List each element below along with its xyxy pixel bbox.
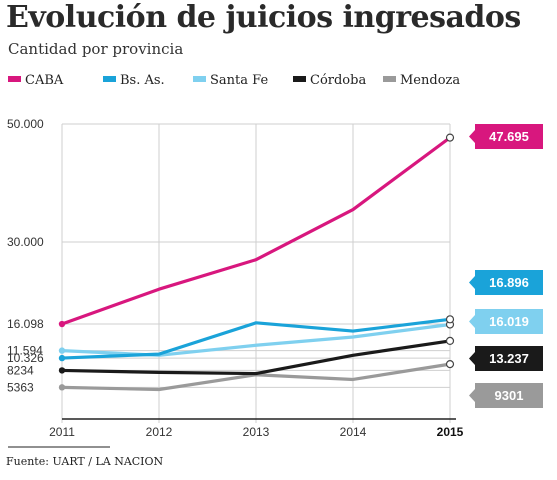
x-tick-label: 2012 (146, 425, 173, 439)
end-value-pointer (469, 315, 475, 328)
legend-swatch-c-rdoba (293, 76, 306, 82)
y-tick-label: 8234 (7, 363, 34, 377)
x-tick-label: 2015 (437, 425, 464, 439)
series-line-bs-as- (60, 317, 452, 360)
end-value-pointer (469, 389, 475, 402)
legend-swatch-bs-as- (103, 76, 116, 82)
y-tick-label: 5363 (7, 380, 34, 394)
legend-label-caba: CABA (25, 73, 64, 88)
series-end-point (445, 336, 455, 346)
end-value-label-santa-fe: 16.019 (489, 314, 529, 329)
series-end-point (445, 360, 455, 369)
series-start-point (58, 384, 66, 391)
series-end-point (445, 315, 455, 324)
legend-swatch-caba (8, 76, 21, 82)
x-tick-label: 2013 (243, 425, 270, 439)
series-start-point (58, 320, 66, 328)
y-tick-label: 30.000 (7, 235, 44, 249)
x-tick-label: 2014 (340, 425, 367, 439)
end-value-box-santa-fe (475, 309, 543, 334)
series-start-point (58, 347, 66, 354)
legend-swatch-mendoza (383, 76, 396, 82)
end-value-pointer (469, 352, 475, 365)
series-line-santa-fe (60, 322, 452, 357)
end-value-box-mendoza (475, 383, 543, 408)
chart-title: Evolución de juicios ingresados (6, 0, 521, 35)
end-value-label-caba: 47.695 (489, 129, 529, 144)
y-tick-label: 50.000 (7, 117, 44, 131)
end-value-box-bs-as- (475, 270, 543, 295)
end-value-pointer (469, 276, 475, 289)
end-value-label-mendoza: 9301 (495, 388, 524, 403)
legend-label-santa-fe: Santa Fe (210, 73, 268, 88)
legend-label-bs-as-: Bs. As. (120, 73, 165, 88)
y-tick-label: 16.098 (7, 317, 44, 331)
x-tick-label: 2011 (49, 425, 75, 439)
series-start-point (58, 367, 66, 374)
series-end-point (445, 133, 455, 142)
series-line-c-rdoba (60, 339, 452, 376)
end-value-label-c-rdoba: 13.237 (489, 351, 529, 366)
legend-label-mendoza: Mendoza (400, 73, 460, 88)
series-start-point (58, 354, 66, 362)
chart-subtitle: Cantidad por provincia (8, 40, 184, 58)
y-tick-label: 10.326 (7, 351, 44, 365)
end-value-box-caba (475, 124, 543, 149)
legend-label-c-rdoba: Córdoba (310, 73, 366, 88)
end-value-label-bs-as-: 16.896 (489, 275, 529, 290)
end-value-pointer (469, 130, 475, 143)
series-line-caba (60, 135, 452, 326)
legend-swatch-santa-fe (193, 76, 206, 82)
source-note: Fuente: UART / LA NACION (6, 455, 164, 468)
y-tick-label: 11.594 (7, 344, 43, 358)
end-value-box-c-rdoba (475, 346, 543, 371)
